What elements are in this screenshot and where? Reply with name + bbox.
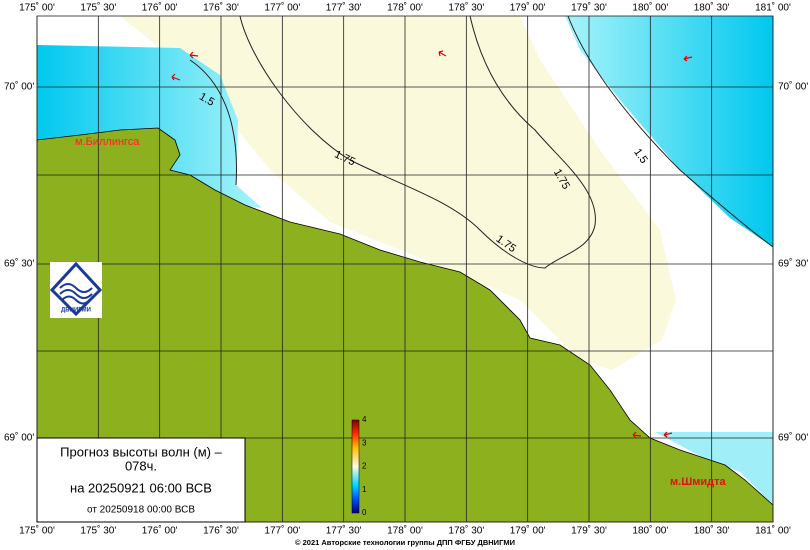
colorbar xyxy=(351,419,360,514)
colorbar-tick-label: 0 xyxy=(362,508,367,517)
colorbar-tick-label: 2 xyxy=(362,462,367,471)
wave-arrows xyxy=(171,50,693,439)
footer: © 2021 Авторские технологии группы ДПП Ф… xyxy=(295,538,515,547)
colorbar-tick-label: 3 xyxy=(362,438,367,447)
lon-label: 176˚ 30' xyxy=(203,2,239,14)
wave-zone-cyan xyxy=(655,432,773,505)
contour-line xyxy=(567,15,774,248)
logo-text: ДВНИГМИ xyxy=(61,308,91,314)
lon-label: 181˚ 00' xyxy=(755,2,791,14)
place-label: м.Биллингса xyxy=(75,136,140,148)
lat-label: 69˚ 00' xyxy=(778,432,808,444)
info-issued: от 20250918 00:00 ВСВ xyxy=(87,505,195,516)
wave-zone-cyan xyxy=(565,16,773,247)
contour-line xyxy=(189,59,238,186)
lat-label: 69˚ 00' xyxy=(4,432,34,444)
lon-label: 176˚ 30' xyxy=(203,525,239,537)
lon-label: 181˚ 00' xyxy=(755,525,791,537)
lon-label: 175˚ 30' xyxy=(80,2,116,14)
coordinate-labels: 175˚ 00' 175˚ 00' 175˚ 30' 175˚ 30' 176˚ 00'… xyxy=(4,2,808,537)
place-label: м.Шмидта xyxy=(670,476,727,488)
colorbar-tick-label: 1 xyxy=(362,485,367,494)
lon-label: 179˚ 30' xyxy=(571,2,607,14)
lon-label: 179˚ 30' xyxy=(571,525,607,537)
info-title: Прогноз высоты волн (м) – xyxy=(60,444,222,459)
lon-label: 180˚ 30' xyxy=(694,2,730,14)
lat-label: 70˚ 00' xyxy=(4,81,34,93)
colorbar-tick-label: 4 xyxy=(362,415,367,424)
lon-label: 176˚ 00' xyxy=(142,525,178,537)
lon-label: 177˚ 00' xyxy=(264,525,300,537)
lon-label: 179˚ 00' xyxy=(510,525,546,537)
lon-label: 179˚ 00' xyxy=(510,2,546,14)
lon-label: 175˚ 30' xyxy=(80,525,116,537)
wave-zone-yellow xyxy=(120,16,676,370)
lon-label: 177˚ 30' xyxy=(326,2,362,14)
map-frame xyxy=(36,15,774,523)
lat-label: 69˚ 30' xyxy=(778,258,808,270)
lon-label: 178˚ 30' xyxy=(448,525,484,537)
lon-label: 176˚ 00' xyxy=(142,2,178,14)
lon-label: 178˚ 00' xyxy=(387,2,423,14)
lon-label: 175˚ 00' xyxy=(19,2,55,14)
info-hours: 078ч. xyxy=(125,458,157,473)
lon-label: 180˚ 00' xyxy=(632,525,668,537)
lon-label: 177˚ 30' xyxy=(326,525,362,537)
lon-label: 178˚ 30' xyxy=(448,2,484,14)
contour-line xyxy=(239,15,596,269)
lat-label: 70˚ 00' xyxy=(778,81,808,93)
lat-label: 69˚ 30' xyxy=(4,258,34,270)
lon-label: 180˚ 30' xyxy=(694,525,730,537)
logo: ДВНИГМИ xyxy=(49,261,103,318)
lon-label: 175˚ 00' xyxy=(19,525,55,537)
colorbar-ticks: 4 3 2 1 0 xyxy=(362,415,367,517)
lon-label: 177˚ 00' xyxy=(264,2,300,14)
info-box xyxy=(36,437,246,523)
lon-label: 178˚ 00' xyxy=(387,525,423,537)
lon-label: 180˚ 00' xyxy=(632,2,668,14)
info-valid: на 20250921 06:00 ВСВ xyxy=(70,480,212,495)
